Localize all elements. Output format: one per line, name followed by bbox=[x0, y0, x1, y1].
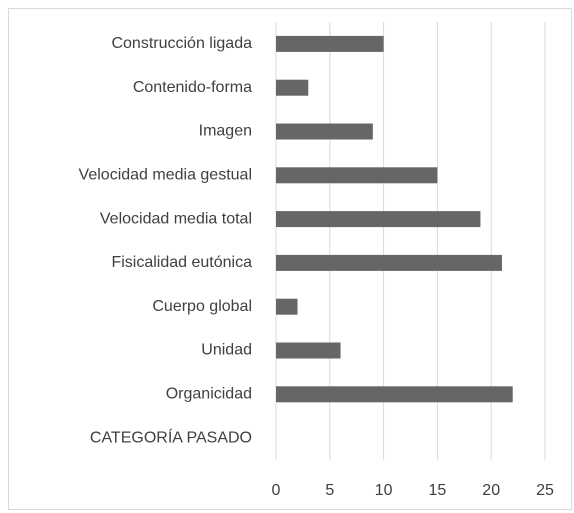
x-tick-label: 10 bbox=[375, 482, 393, 499]
bar bbox=[276, 79, 309, 96]
x-tick-label: 25 bbox=[536, 482, 554, 499]
y-tick-label: Fisicalidad eutónica bbox=[111, 254, 252, 271]
bar bbox=[276, 123, 373, 140]
y-tick-label: Imagen bbox=[199, 123, 252, 140]
x-tick-label: 0 bbox=[272, 482, 281, 499]
y-tick-label: Contenido-forma bbox=[133, 79, 252, 96]
y-tick-label: Unidad bbox=[201, 342, 252, 359]
bar bbox=[276, 386, 513, 403]
bar bbox=[276, 35, 384, 52]
y-tick-label: CATEGORÍA PASADO bbox=[90, 427, 252, 446]
y-tick-label: Organicidad bbox=[166, 386, 252, 403]
bar bbox=[276, 342, 341, 359]
bar bbox=[276, 167, 438, 184]
bar bbox=[276, 298, 298, 315]
x-tick-label: 20 bbox=[482, 482, 500, 499]
x-tick-label: 5 bbox=[325, 482, 334, 499]
y-tick-label: Construcción ligada bbox=[111, 35, 252, 52]
bar bbox=[276, 254, 502, 271]
y-tick-label: Velocidad media total bbox=[100, 210, 252, 227]
y-tick-label: Velocidad media gestual bbox=[79, 167, 252, 184]
bar bbox=[276, 211, 481, 228]
x-tick-label: 15 bbox=[429, 482, 447, 499]
y-tick-label: Cuerpo global bbox=[152, 298, 252, 315]
